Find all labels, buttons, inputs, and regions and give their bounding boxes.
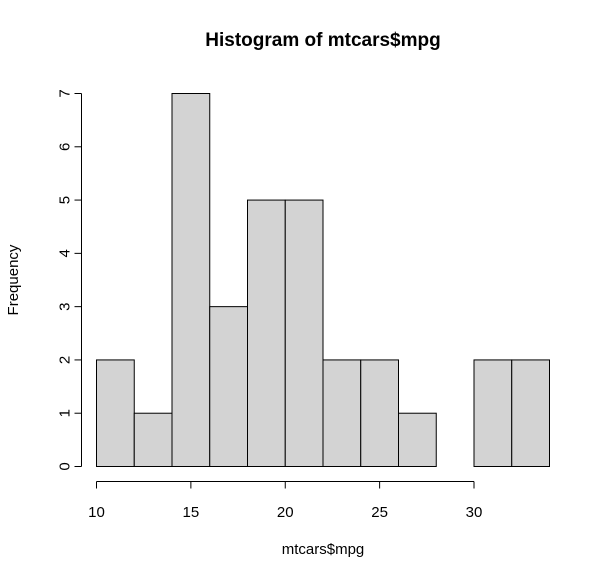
x-axis: 10 15 20 25 30: [88, 481, 483, 521]
histogram-bar: [322, 359, 362, 467]
histogram-bar: [473, 359, 513, 467]
histogram-bar: [171, 93, 211, 467]
x-axis-label: mtcars$mpg: [282, 541, 365, 558]
y-tick-label: 1: [57, 409, 74, 417]
y-tick-label: 4: [57, 249, 74, 257]
x-tick-label: 20: [277, 504, 294, 521]
y-tick-label: 7: [57, 89, 74, 97]
histogram-bar: [284, 199, 324, 467]
y-tick-label: 6: [57, 143, 74, 151]
histogram-bar: [511, 359, 550, 467]
histogram-bar: [133, 412, 173, 468]
y-tick-label: 3: [57, 302, 74, 310]
y-tick-label: 5: [57, 196, 74, 204]
histogram-bar: [247, 199, 286, 467]
y-tick-label: 0: [57, 462, 74, 470]
bars-group: [96, 93, 550, 468]
x-tick-label: 10: [88, 504, 105, 521]
y-tick-label: 2: [57, 356, 74, 364]
y-axis-label: Frequency: [5, 244, 22, 315]
x-tick-label: 15: [183, 504, 200, 521]
histogram-bar: [209, 306, 248, 467]
x-tick-label: 30: [466, 504, 483, 521]
histogram-bar: [360, 359, 399, 467]
histogram-bar: [398, 412, 437, 468]
x-tick-label: 25: [371, 504, 388, 521]
chart-title: Histogram of mtcars$mpg: [205, 30, 440, 51]
histogram-bar: [96, 359, 135, 467]
y-axis: 0 1 2 3 4 5 6 7: [57, 89, 82, 471]
